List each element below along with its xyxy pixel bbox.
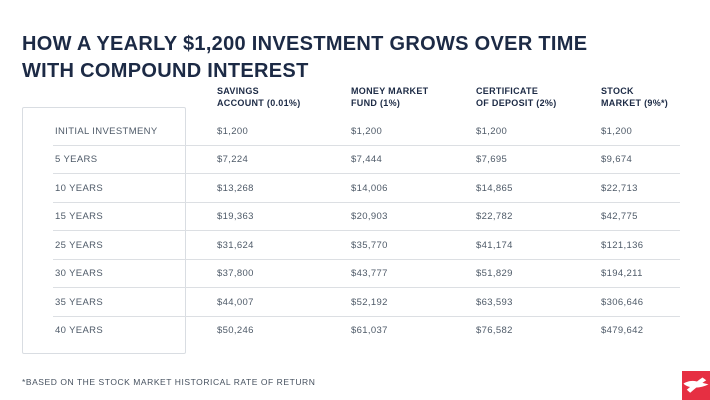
table-cell: $7,444 [351, 154, 383, 165]
table-cell: $50,246 [217, 325, 254, 336]
table-cell: $31,624 [217, 239, 254, 251]
table-cell: $7,224 [217, 154, 249, 165]
table-cell: $7,695 [476, 154, 508, 165]
table-cell: $121,136 [601, 239, 644, 251]
table-row: 30 YEARS $37,800 $43,777 $51,829 $194,21… [22, 260, 682, 289]
table-cell: $9,674 [601, 154, 633, 165]
x-glyph-icon [683, 377, 709, 393]
table-cell: $42,775 [601, 211, 638, 222]
table-cell: $37,800 [217, 268, 254, 279]
table-cell: $76,582 [476, 325, 513, 336]
table-body: INITIAL INVESTMENY $1,200 $1,200 $1,200 … [22, 117, 682, 345]
table-cell: $19,363 [217, 211, 254, 222]
table-cell: $22,713 [601, 182, 638, 194]
table-cell: $479,642 [601, 325, 644, 336]
column-header-stock-market: STOCK MARKET (9%*) [601, 86, 669, 108]
column-header-money-market: MONEY MARKET FUND (1%) [351, 86, 429, 108]
row-label: 35 YEARS [55, 296, 104, 308]
row-label: INITIAL INVESTMENY [55, 125, 158, 137]
table-row: 40 YEARS $50,246 $61,037 $76,582 $479,64… [22, 317, 682, 346]
table-cell: $1,200 [351, 125, 383, 137]
table-cell: $22,782 [476, 211, 513, 222]
row-label: 15 YEARS [55, 211, 104, 222]
row-label: 30 YEARS [55, 268, 104, 279]
table-cell: $1,200 [217, 125, 249, 137]
table-cell: $52,192 [351, 296, 388, 308]
row-label: 25 YEARS [55, 239, 104, 251]
page-title-line2: WITH COMPOUND INTEREST [22, 60, 309, 83]
brand-logo [682, 371, 710, 400]
table-cell: $14,006 [351, 182, 388, 194]
table-row: 35 YEARS $44,007 $52,192 $63,593 $306,64… [22, 288, 682, 317]
table-cell: $13,268 [217, 182, 254, 194]
table-cell: $194,211 [601, 268, 643, 279]
table-cell: $35,770 [351, 239, 388, 251]
table-cell: $14,865 [476, 182, 513, 194]
table-header-row: SAVINGS ACCOUNT (0.01%) MONEY MARKET FUN… [22, 85, 682, 109]
table-cell: $51,829 [476, 268, 513, 279]
column-header-certificate-of-deposit: CERTIFICATE OF DEPOSIT (2%) [476, 86, 557, 108]
table-cell: $63,593 [476, 296, 513, 308]
column-header-spacer [22, 85, 217, 109]
table-cell: $306,646 [601, 296, 644, 308]
table-row: 15 YEARS $19,363 $20,903 $22,782 $42,775 [22, 203, 682, 232]
table-cell: $41,174 [476, 239, 513, 251]
column-header-savings-account: SAVINGS ACCOUNT (0.01%) [217, 86, 301, 108]
page-title: HOW A YEARLY $1,200 INVESTMENT GROWS OVE… [22, 31, 642, 85]
table-cell: $1,200 [601, 125, 633, 137]
table-cell: $1,200 [476, 125, 508, 137]
table-cell: $20,903 [351, 211, 388, 222]
table-cell: $44,007 [217, 296, 254, 308]
row-label: 5 YEARS [55, 154, 98, 165]
table-cell: $61,037 [351, 325, 388, 336]
table-row: 10 YEARS $13,268 $14,006 $14,865 $22,713 [22, 174, 682, 203]
table-row: 5 YEARS $7,224 $7,444 $7,695 $9,674 [22, 146, 682, 175]
table-cell: $43,777 [351, 268, 388, 279]
table-row: 25 YEARS $31,624 $35,770 $41,174 $121,13… [22, 231, 682, 260]
footnote: *BASED ON THE STOCK MARKET HISTORICAL RA… [22, 377, 316, 387]
row-label: 40 YEARS [55, 325, 104, 336]
row-label: 10 YEARS [55, 182, 104, 194]
table-row: INITIAL INVESTMENY $1,200 $1,200 $1,200 … [22, 117, 682, 146]
page-title-line1: HOW A YEARLY $1,200 INVESTMENT GROWS OVE… [22, 33, 588, 56]
